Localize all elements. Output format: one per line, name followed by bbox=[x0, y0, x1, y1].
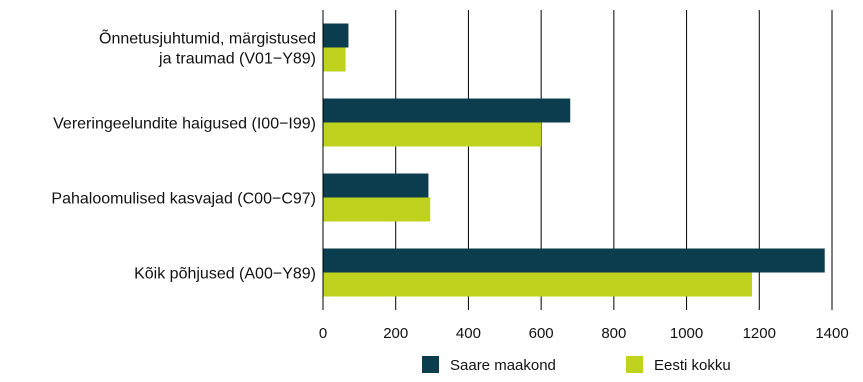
category-label: Õnnetusjuhtumid, märgistused bbox=[99, 28, 316, 48]
category-label: Pahaloomulised kasvajad (C00−C97) bbox=[51, 191, 316, 208]
legend-swatch bbox=[626, 356, 643, 373]
bar-eesti-kokku bbox=[323, 197, 431, 222]
x-tick-label: 400 bbox=[456, 325, 481, 342]
x-tick-label: 0 bbox=[319, 325, 327, 342]
bar-saare-maakond bbox=[323, 248, 825, 273]
bar-eesti-kokku bbox=[323, 47, 346, 72]
x-tick-label: 200 bbox=[383, 325, 408, 342]
x-tick-label: 600 bbox=[529, 325, 554, 342]
bars bbox=[323, 23, 825, 297]
bar-eesti-kokku bbox=[323, 272, 753, 297]
category-label: Vereringeelundite haigused (I00−I99) bbox=[53, 116, 316, 133]
legend-label: Saare maakond bbox=[450, 357, 556, 374]
grid-lines bbox=[395, 10, 833, 310]
bar-saare-maakond bbox=[323, 173, 429, 198]
legend-swatch bbox=[422, 356, 439, 373]
category-label: ja traumad (V01−Y89) bbox=[158, 51, 316, 68]
bar-eesti-kokku bbox=[323, 122, 542, 147]
x-tick-label: 800 bbox=[601, 325, 626, 342]
legend: Saare maakond Eesti kokku bbox=[422, 356, 731, 374]
x-tick-label: 1400 bbox=[815, 325, 848, 342]
category-labels: Õnnetusjuhtumid, märgistused ja traumad (… bbox=[51, 28, 316, 283]
x-tick-label: 1000 bbox=[670, 325, 703, 342]
x-tick-label: 1200 bbox=[743, 325, 776, 342]
bar-saare-maakond bbox=[323, 23, 349, 48]
legend-label: Eesti kokku bbox=[654, 357, 731, 374]
bar-saare-maakond bbox=[323, 98, 571, 123]
category-label: Kõik põhjused (A00−Y89) bbox=[134, 266, 316, 283]
x-axis-ticks: 0 200 400 600 800 1000 1200 1400 bbox=[319, 325, 849, 342]
